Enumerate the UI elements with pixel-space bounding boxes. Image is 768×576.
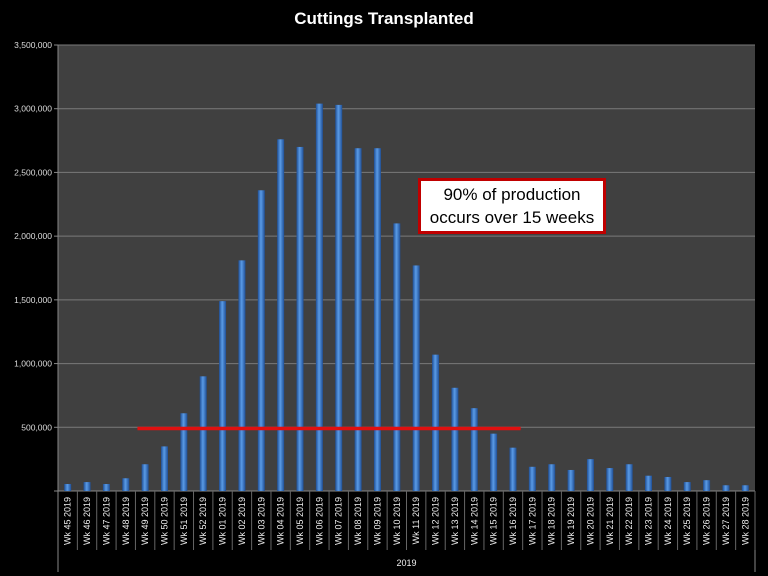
bar bbox=[122, 478, 130, 491]
bar bbox=[412, 265, 420, 491]
x-tick-label: Wk 04 2019 bbox=[276, 497, 286, 545]
x-tick-label: Wk 50 2019 bbox=[159, 497, 169, 545]
x-tick-label: Wk 09 2019 bbox=[372, 497, 382, 545]
x-tick-label: Wk 10 2019 bbox=[392, 497, 402, 545]
x-tick-label: Wk 21 2019 bbox=[605, 497, 615, 545]
bar bbox=[451, 387, 459, 491]
y-tick-label: 3,000,000 bbox=[14, 104, 52, 114]
bar bbox=[645, 475, 653, 491]
bar bbox=[509, 447, 517, 491]
bar bbox=[625, 464, 633, 491]
bar bbox=[393, 223, 401, 491]
bar bbox=[219, 301, 227, 491]
bar bbox=[586, 459, 594, 491]
bar bbox=[741, 485, 749, 491]
annotation-line-2: occurs over 15 weeks bbox=[429, 208, 595, 227]
bar bbox=[354, 148, 362, 491]
bar bbox=[703, 480, 711, 491]
x-tick-label: Wk 05 2019 bbox=[295, 497, 305, 545]
bar bbox=[315, 103, 323, 492]
x-tick-label: Wk 28 2019 bbox=[740, 497, 750, 545]
x-tick-label: Wk 46 2019 bbox=[82, 497, 92, 545]
bar bbox=[470, 408, 478, 491]
x-tick-label: Wk 16 2019 bbox=[508, 497, 518, 545]
x-tick-label: Wk 24 2019 bbox=[663, 497, 673, 545]
x-tick-label: Wk 47 2019 bbox=[101, 497, 111, 545]
bar bbox=[199, 376, 207, 491]
bar bbox=[257, 190, 265, 492]
x-tick-label: Wk 18 2019 bbox=[547, 497, 557, 545]
x-tick-label: Wk 17 2019 bbox=[527, 497, 537, 545]
bar bbox=[683, 482, 691, 491]
y-tick-label: 2,500,000 bbox=[14, 167, 52, 177]
plot-area bbox=[58, 45, 755, 491]
bar bbox=[238, 260, 246, 491]
bar bbox=[548, 464, 556, 491]
x-tick-label: Wk 22 2019 bbox=[624, 497, 634, 545]
x-tick-label: Wk 02 2019 bbox=[237, 497, 247, 545]
x-axis-label: 2019 bbox=[396, 558, 416, 568]
x-tick-label: Wk 13 2019 bbox=[450, 497, 460, 545]
x-tick-label: Wk 20 2019 bbox=[585, 497, 595, 545]
bar bbox=[722, 485, 730, 491]
x-tick-label: Wk 15 2019 bbox=[489, 497, 499, 545]
x-tick-label: Wk 19 2019 bbox=[566, 497, 576, 545]
x-tick-label: Wk 01 2019 bbox=[218, 497, 228, 545]
x-tick-label: Wk 48 2019 bbox=[121, 497, 131, 545]
x-tick-label: Wk 27 2019 bbox=[721, 497, 731, 545]
bar bbox=[64, 483, 72, 491]
x-tick-label: Wk 51 2019 bbox=[179, 497, 189, 545]
x-tick-label: Wk 14 2019 bbox=[469, 497, 479, 545]
x-tick-label: Wk 52 2019 bbox=[198, 497, 208, 545]
bar bbox=[277, 139, 285, 491]
x-tick-label: Wk 08 2019 bbox=[353, 497, 363, 545]
bar bbox=[567, 469, 575, 491]
bar bbox=[664, 476, 672, 491]
bar bbox=[180, 413, 188, 491]
x-tick-label: Wk 06 2019 bbox=[314, 497, 324, 545]
bar bbox=[335, 104, 343, 492]
x-tick-label: Wk 03 2019 bbox=[256, 497, 266, 545]
bar bbox=[83, 482, 91, 491]
x-tick-label: Wk 45 2019 bbox=[63, 497, 73, 545]
x-tick-label: Wk 23 2019 bbox=[644, 497, 654, 545]
annotation-box: 90% of production occurs over 15 weeks bbox=[418, 178, 606, 234]
bar bbox=[102, 483, 110, 491]
bar bbox=[296, 146, 304, 491]
y-tick-label: 1,500,000 bbox=[14, 295, 52, 305]
x-tick-label: Wk 12 2019 bbox=[431, 497, 441, 545]
annotation-line-1: 90% of production bbox=[443, 185, 581, 204]
bar bbox=[160, 446, 168, 491]
y-tick-label: 2,000,000 bbox=[14, 231, 52, 241]
y-tick-label: 1,000,000 bbox=[14, 359, 52, 369]
bar bbox=[373, 148, 381, 491]
x-tick-label: Wk 11 2019 bbox=[411, 497, 421, 544]
x-tick-label: Wk 25 2019 bbox=[682, 497, 692, 545]
bar bbox=[606, 468, 614, 491]
bar bbox=[490, 433, 498, 491]
x-tick-label: Wk 26 2019 bbox=[702, 497, 712, 545]
bar bbox=[528, 466, 536, 491]
bar bbox=[141, 464, 149, 491]
x-tick-label: Wk 07 2019 bbox=[334, 497, 344, 545]
bar bbox=[432, 354, 440, 491]
chart-title: Cuttings Transplanted bbox=[294, 9, 474, 28]
x-tick-label: Wk 49 2019 bbox=[140, 497, 150, 545]
y-tick-label: 500,000 bbox=[21, 422, 52, 432]
y-tick-label: 3,500,000 bbox=[14, 40, 52, 50]
